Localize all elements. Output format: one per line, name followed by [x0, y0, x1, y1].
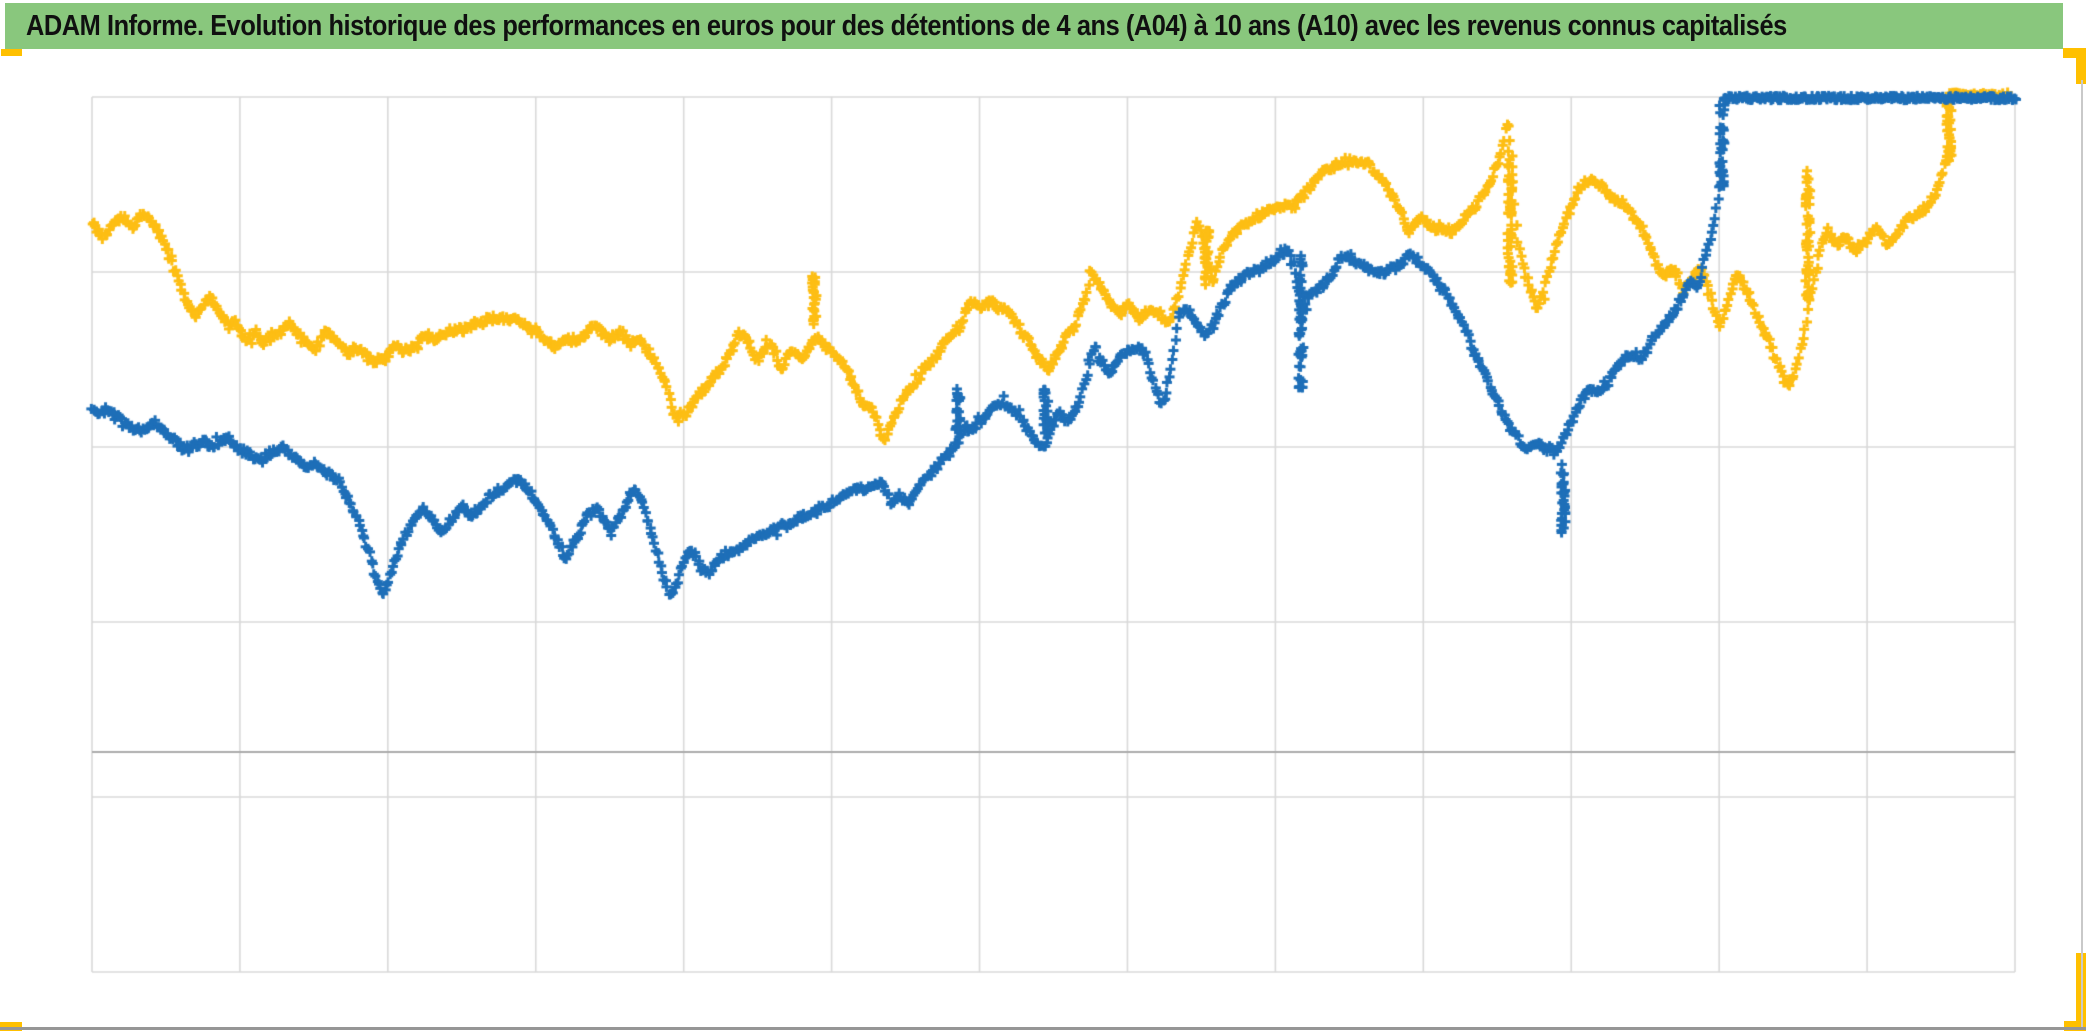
page-title: ADAM Informe. Evolution historique des p… [26, 9, 1787, 42]
corner-accent-bottom-right [2064, 1021, 2086, 1031]
corner-accent-top-left [1, 49, 22, 56]
corner-accent-top-right-vertical [2076, 48, 2086, 84]
corner-accent-bottom-left [0, 1022, 22, 1031]
right-frame-line [2081, 80, 2083, 1028]
title-bar: ADAM Informe. Evolution historique des p… [5, 3, 2063, 49]
corner-accent-top-right [2063, 48, 2086, 58]
bottom-frame-line [0, 1027, 2086, 1030]
